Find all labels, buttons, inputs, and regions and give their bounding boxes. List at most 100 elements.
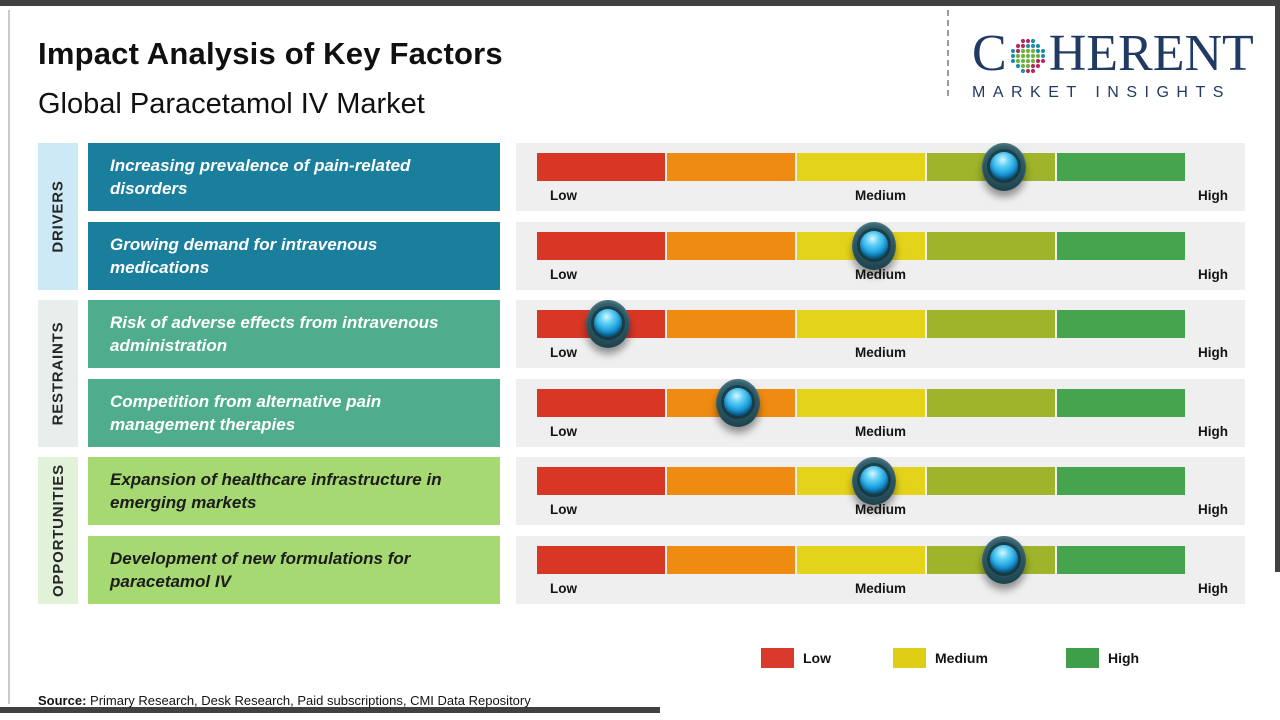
frame-right-border (1275, 0, 1280, 572)
logo-separator (947, 10, 949, 96)
factor-text: Growing demand for intravenous medicatio… (110, 235, 378, 277)
factor-row: Risk of adverse effects from intravenous… (38, 300, 1245, 368)
brand-letters-rest: HERENT (1048, 25, 1254, 82)
scale-segment (537, 546, 665, 574)
scale-segment (667, 467, 795, 495)
legend-item-high: High (1066, 648, 1139, 668)
source-line: Source: Primary Research, Desk Research,… (38, 693, 531, 708)
scale-label-medium: Medium (854, 345, 906, 360)
brand-wordmark: C HERENT (972, 26, 1262, 82)
factor-text: Development of new formulations for para… (110, 549, 411, 591)
impact-scale: Low Medium High (516, 300, 1245, 368)
scale-segment (667, 232, 795, 260)
scale-label-low: Low (550, 424, 577, 439)
impact-scale: Low Medium High (516, 457, 1245, 525)
legend-label: Low (803, 650, 831, 666)
scale-label-low: Low (550, 267, 577, 282)
scale-segment (797, 389, 925, 417)
factor-box: Development of new formulations for para… (88, 536, 500, 604)
scale-segment (537, 153, 665, 181)
frame-top-border (0, 0, 1280, 6)
impact-marker-icon (715, 379, 760, 427)
page-subtitle: Global Paracetamol IV Market (38, 88, 425, 120)
factor-row: Development of new formulations for para… (38, 536, 1245, 604)
impact-marker-icon (851, 457, 896, 505)
scale-label-low: Low (550, 345, 577, 360)
factor-row: Expansion of healthcare infrastructure i… (38, 457, 1245, 525)
scale-label-medium: Medium (854, 188, 906, 203)
legend-swatch (761, 648, 794, 668)
scale-label-high: High (1198, 424, 1228, 439)
legend-item-medium: Medium (893, 648, 988, 668)
factor-row: Growing demand for intravenous medicatio… (38, 222, 1245, 290)
scale-label-high: High (1198, 267, 1228, 282)
scale-bar (537, 389, 1185, 417)
factor-box: Competition from alternative pain manage… (88, 379, 500, 447)
group-tab-restraints: RESTRAINTS (38, 300, 78, 447)
legend-swatch (893, 648, 926, 668)
brand-letter-c: C (972, 25, 1007, 82)
factor-text: Increasing prevalence of pain-related di… (110, 156, 411, 198)
scale-label-medium: Medium (854, 502, 906, 517)
legend-label: High (1108, 650, 1140, 666)
scale-segment (927, 232, 1055, 260)
scale-segment (537, 467, 665, 495)
factor-text: Risk of adverse effects from intravenous… (110, 313, 439, 355)
scale-segment (1057, 467, 1185, 495)
factor-row: Increasing prevalence of pain-related di… (38, 143, 1245, 211)
scale-segment (667, 310, 795, 338)
scale-label-high: High (1198, 188, 1228, 203)
brand-tagline: MARKET INSIGHTS (972, 84, 1231, 101)
source-label: Source: (38, 693, 87, 708)
factor-text: Competition from alternative pain manage… (110, 392, 382, 434)
scale-label-low: Low (550, 188, 577, 203)
rows-area: DRIVERS RESTRAINTS OPPORTUNITIES Increasin… (38, 143, 1245, 604)
frame-left-border (8, 10, 10, 704)
scale-bar (537, 310, 1185, 338)
scale-label-medium: Medium (854, 581, 906, 596)
dotted-globe-icon (1010, 38, 1045, 74)
impact-marker-icon (586, 300, 631, 348)
scale-segment (797, 546, 925, 574)
factor-box: Expansion of healthcare infrastructure i… (88, 457, 500, 525)
frame-bottom-border (0, 707, 660, 713)
scale-segment (1057, 153, 1185, 181)
impact-scale: Low Medium High (516, 536, 1245, 604)
impact-scale: Low Medium High (516, 143, 1245, 211)
scale-label-low: Low (550, 502, 577, 517)
scale-segment (537, 389, 665, 417)
impact-scale: Low Medium High (516, 222, 1245, 290)
legend-swatch (1066, 648, 1099, 668)
scale-label-low: Low (550, 581, 577, 596)
scale-label-medium: Medium (854, 424, 906, 439)
scale-segment (667, 546, 795, 574)
factor-box: Increasing prevalence of pain-related di… (88, 143, 500, 211)
scale-segment (927, 389, 1055, 417)
scale-label-high: High (1198, 345, 1228, 360)
scale-segment (927, 310, 1055, 338)
scale-label-high: High (1198, 581, 1228, 596)
factor-box: Risk of adverse effects from intravenous… (88, 300, 500, 368)
factor-text: Expansion of healthcare infrastructure i… (110, 470, 442, 512)
scale-segment (927, 467, 1055, 495)
factor-row: Competition from alternative pain manage… (38, 379, 1245, 447)
page-title: Impact Analysis of Key Factors (38, 36, 503, 71)
legend-item-low: Low (761, 648, 831, 668)
group-tab-opportunities: OPPORTUNITIES (38, 457, 78, 604)
brand-logo: C HERENT MARKET INSIGHTS (972, 26, 1262, 102)
scale-segment (797, 310, 925, 338)
source-text: Primary Research, Desk Research, Paid su… (90, 693, 531, 708)
factor-box: Growing demand for intravenous medicatio… (88, 222, 500, 290)
scale-bar (537, 153, 1185, 181)
legend-label: Medium (935, 650, 988, 666)
scale-bar (537, 546, 1185, 574)
impact-marker-icon (981, 143, 1026, 191)
impact-marker-icon (981, 536, 1026, 584)
impact-scale: Low Medium High (516, 379, 1245, 447)
scale-segment (537, 232, 665, 260)
impact-marker-icon (851, 222, 896, 270)
scale-segment (1057, 232, 1185, 260)
scale-segment (1057, 389, 1185, 417)
scale-segment (1057, 546, 1185, 574)
